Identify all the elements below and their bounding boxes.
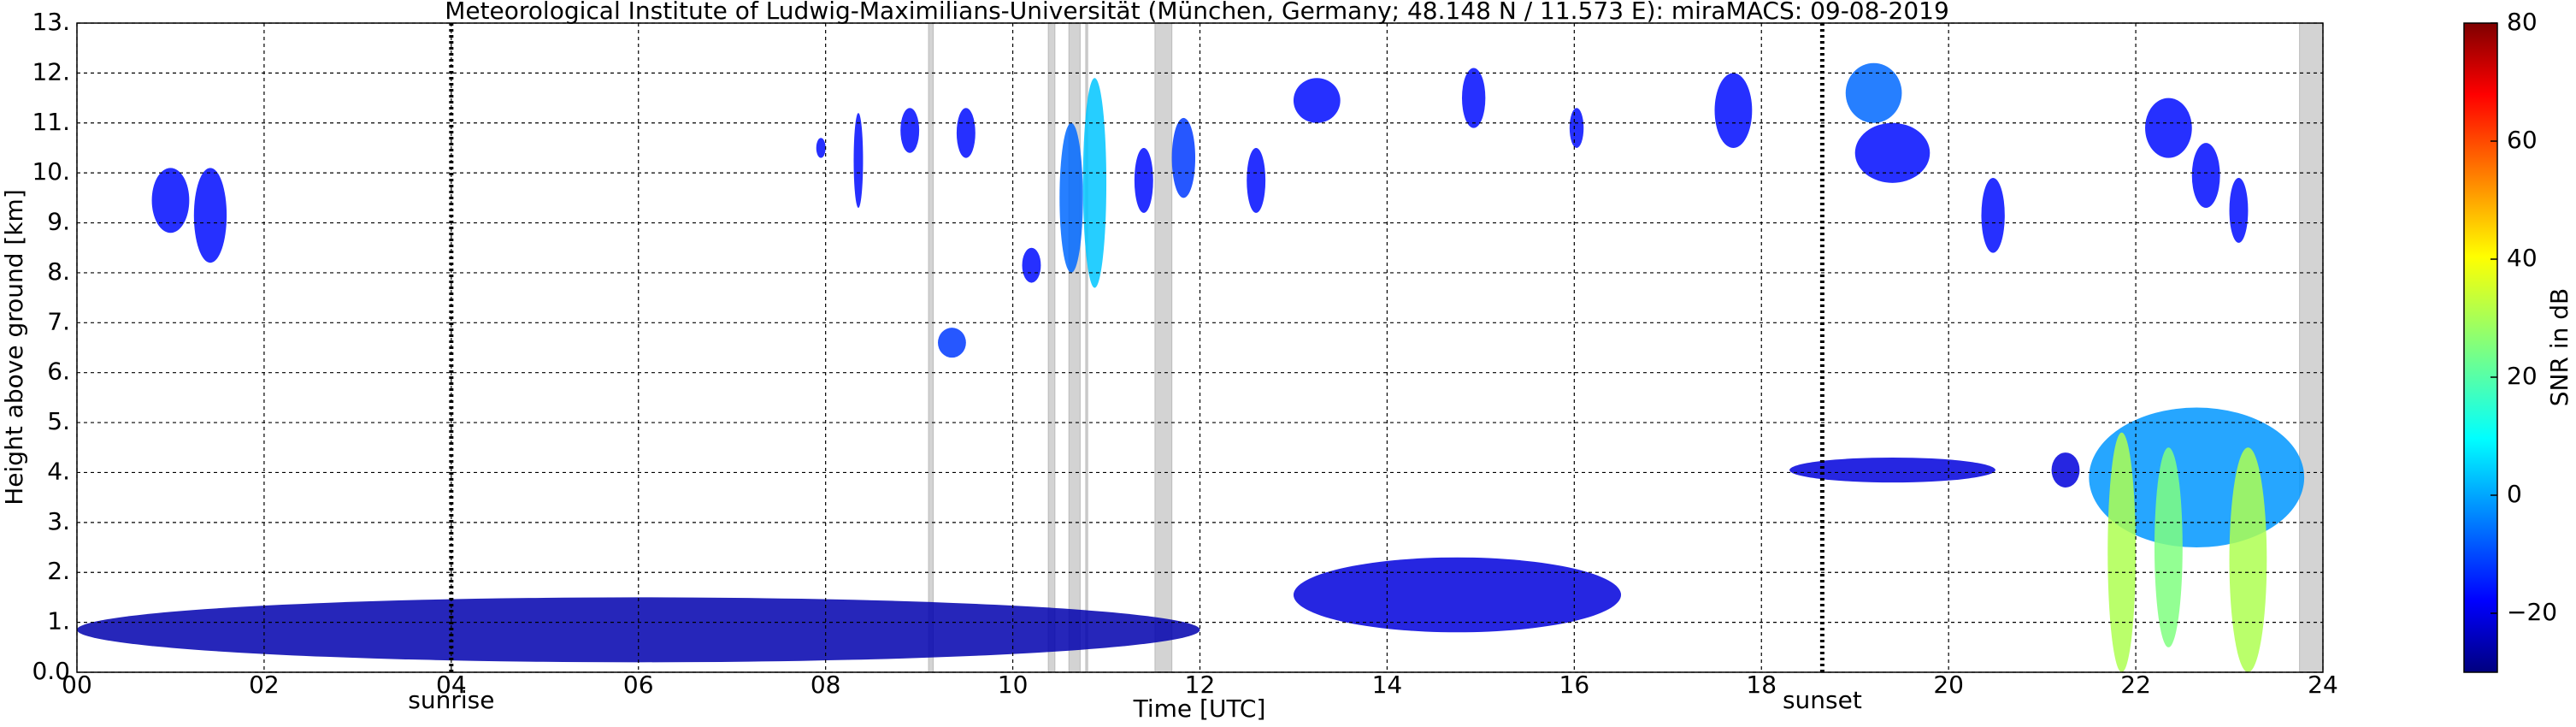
- echo: [1789, 457, 1995, 483]
- y-tick-label: 0.0: [32, 657, 70, 685]
- y-tick-label: 1.: [47, 607, 70, 635]
- x-tick-label: 18: [1746, 671, 1777, 699]
- x-axis-label: Time [UTC]: [1133, 694, 1266, 723]
- no-data-band: [928, 22, 934, 673]
- echo: [1134, 147, 1153, 213]
- colorbar-label: SNR in dB: [2545, 288, 2573, 406]
- echo: [1022, 247, 1041, 283]
- echo: [1247, 147, 1266, 213]
- echo: [1461, 68, 1486, 128]
- x-tick-label: 12: [1185, 671, 1216, 699]
- x-tick-label: 10: [998, 671, 1029, 699]
- y-axis-label: Height above ground [km]: [0, 189, 28, 505]
- echo: [2107, 432, 2137, 672]
- y-tick-label: 6.: [47, 358, 70, 386]
- y-tick-label: 5.: [47, 407, 70, 435]
- colorbar-tick-label: 0: [2507, 480, 2522, 508]
- no-data-band: [1154, 22, 1173, 673]
- echo: [1714, 73, 1753, 148]
- y-tick-label: 3.: [47, 507, 70, 535]
- sun-marker-label: sunset: [1783, 686, 1862, 714]
- y-tick-label: 11.: [32, 108, 70, 136]
- no-data-band: [1047, 22, 1056, 673]
- y-tick-label: 9.: [47, 208, 70, 236]
- y-tick-label: 2.: [47, 557, 70, 585]
- y-tick-label: 13.: [32, 8, 70, 36]
- echo: [193, 168, 227, 263]
- echo: [900, 108, 920, 153]
- echo: [816, 138, 826, 158]
- colorbar-tick-label: 20: [2507, 362, 2538, 390]
- echo: [1293, 78, 1341, 123]
- y-tick-label: 8.: [47, 257, 70, 286]
- echo: [938, 328, 966, 358]
- x-tick-label: 06: [623, 671, 654, 699]
- echo: [2229, 447, 2267, 673]
- x-tick-label: 16: [1559, 671, 1590, 699]
- echo: [1845, 62, 1902, 123]
- echo: [2145, 98, 2192, 158]
- echo: [151, 168, 190, 233]
- echo: [1293, 557, 1622, 633]
- x-tick-label: 24: [2308, 671, 2338, 699]
- echo: [1981, 177, 2005, 253]
- colorbar-tick-label: 80: [2507, 8, 2538, 36]
- echo: [853, 113, 864, 209]
- y-tick-label: 4.: [47, 457, 70, 485]
- colorbar-tick-label: 40: [2507, 244, 2538, 272]
- colorbar: [2463, 22, 2498, 673]
- echo: [1082, 78, 1107, 288]
- plot-frame: [76, 22, 2324, 673]
- echo: [1059, 122, 1083, 273]
- no-data-band: [2299, 22, 2324, 673]
- echo: [77, 597, 1200, 663]
- echo: [1854, 122, 1931, 183]
- x-tick-label: 02: [249, 671, 280, 699]
- y-tick-label: 12.: [32, 57, 70, 86]
- echo: [2229, 177, 2249, 243]
- echo: [2154, 447, 2183, 647]
- y-tick-label: 10.: [32, 157, 70, 186]
- echo: [2191, 143, 2220, 209]
- x-tick-label: 20: [1933, 671, 1964, 699]
- x-tick-label: 00: [62, 671, 92, 699]
- echo: [1569, 108, 1584, 148]
- x-tick-label: 08: [811, 671, 841, 699]
- echo: [1171, 117, 1196, 198]
- x-tick-label: 22: [2120, 671, 2151, 699]
- echo: [2051, 452, 2080, 488]
- y-tick-label: 7.: [47, 307, 70, 335]
- colorbar-tick-label: 60: [2507, 126, 2538, 154]
- x-tick-label: 14: [1372, 671, 1403, 699]
- sun-marker-label: sunrise: [408, 686, 494, 714]
- echo: [956, 108, 976, 158]
- chart-title: Meteorological Institute of Ludwig-Maxim…: [445, 0, 1949, 25]
- x-tick-label: 04: [436, 671, 467, 699]
- colorbar-tick-label: −20: [2507, 598, 2557, 626]
- no-data-band: [1068, 22, 1081, 673]
